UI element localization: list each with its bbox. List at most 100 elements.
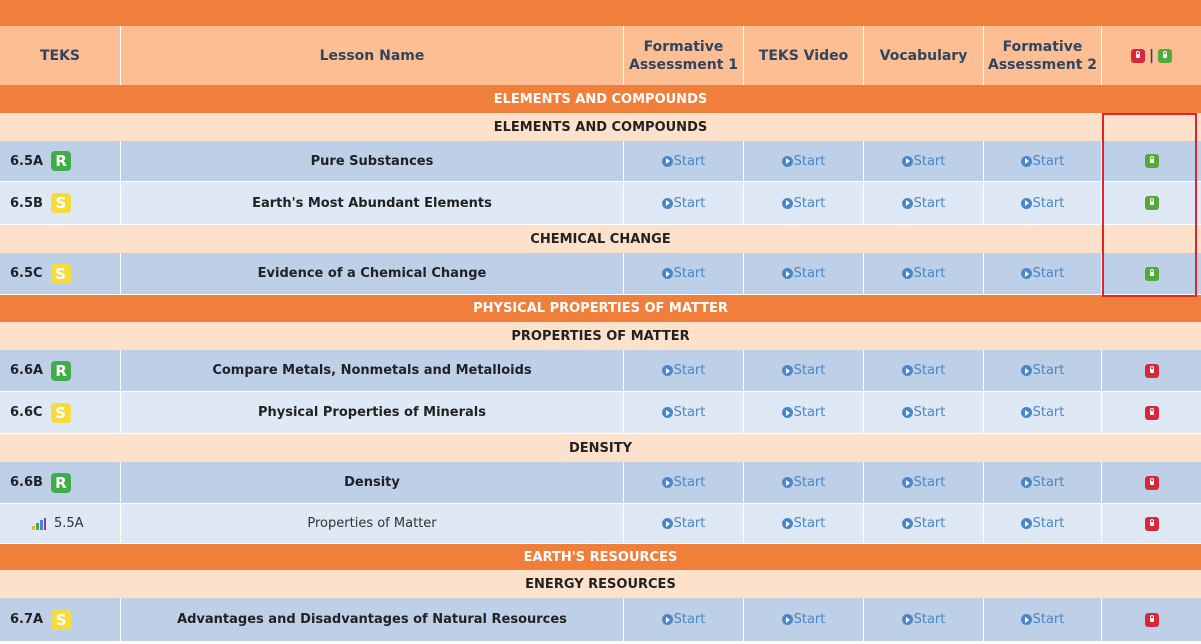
teks-video-start-link[interactable]: Start (781, 475, 825, 490)
play-icon (661, 365, 673, 376)
play-icon (901, 614, 913, 625)
lock-icon[interactable] (1144, 363, 1159, 378)
play-icon (1020, 614, 1032, 625)
lock-icon[interactable] (1144, 475, 1159, 490)
readiness-badge: R (51, 151, 72, 171)
lock-icon[interactable] (1144, 612, 1159, 627)
play-icon (661, 518, 673, 529)
formative-2-start-link[interactable]: Start (1020, 405, 1064, 420)
vocabulary-start-link[interactable]: Start (901, 266, 945, 281)
lesson-row: 6.5A R Pure Substances Start Start Start … (0, 141, 1201, 182)
play-icon (1020, 407, 1032, 418)
teks-video-start-link[interactable]: Start (781, 405, 825, 420)
header-lock-toggle[interactable]: | (1102, 26, 1201, 85)
formative-1-start-link[interactable]: Start (661, 612, 705, 627)
formative-1-start-link[interactable]: Start (661, 154, 705, 169)
lesson-row: 6.6B R Density Start Start Start Start (0, 462, 1201, 504)
formative-2-start-link[interactable]: Start (1020, 266, 1064, 281)
supporting-badge: S (50, 402, 71, 423)
section-row: CHEMICAL CHANGE (0, 225, 1201, 253)
teks-video-start-link[interactable]: Start (781, 154, 825, 169)
formative-1-start-link[interactable]: Start (661, 363, 705, 378)
formative-2-start-link[interactable]: Start (1020, 363, 1064, 378)
vocabulary-start-link[interactable]: Start (901, 405, 945, 420)
section-row: ENERGY RESOURCES (0, 570, 1201, 598)
lesson-row: 6.7A S Advantages and Disadvantages of Na… (0, 598, 1201, 642)
vocabulary-start-link[interactable]: Start (901, 196, 945, 211)
formative-1-start-link[interactable]: Start (661, 196, 705, 211)
teks-video-start-link[interactable]: Start (781, 516, 825, 531)
lesson-row: 6.5B S Earth's Most Abundant Elements Sta… (0, 182, 1201, 225)
play-icon (901, 477, 913, 488)
supporting-badge: S (50, 263, 71, 284)
teks-video-start-link[interactable]: Start (781, 363, 825, 378)
lock-icon[interactable] (1144, 405, 1159, 420)
vertical-alignment-icon (32, 517, 46, 530)
readiness-badge: R (51, 360, 72, 381)
vocabulary-start-link[interactable]: Start (901, 363, 945, 378)
formative-2-start-link[interactable]: Start (1020, 612, 1064, 627)
teks-video-start-link[interactable]: Start (781, 266, 825, 281)
supporting-badge: S (51, 609, 72, 630)
teks-code: 6.5A (10, 153, 44, 169)
play-icon (781, 155, 793, 167)
lesson-row: 6.6A R Compare Metals, Nonmetals and Meta… (0, 350, 1201, 392)
header-vocabulary: Vocabulary (864, 26, 984, 85)
lesson-row: 6.6C S Physical Properties of Minerals St… (0, 392, 1201, 434)
supporting-badge: S (50, 193, 71, 213)
lock-icon[interactable] (1130, 48, 1145, 63)
play-icon (661, 407, 673, 418)
unit-row: EARTH'S RESOURCES (0, 544, 1201, 570)
unlock-icon[interactable] (1158, 48, 1173, 63)
play-icon (781, 518, 793, 529)
unit-row: PHYSICAL PROPERTIES OF MATTER (0, 295, 1201, 322)
formative-2-start-link[interactable]: Start (1020, 475, 1064, 490)
teks-code: 6.5C (10, 266, 43, 281)
vocabulary-start-link[interactable]: Start (901, 154, 945, 169)
unit-row: ELEMENTS AND COMPOUNDS (0, 85, 1201, 113)
lock-icon[interactable] (1144, 516, 1159, 531)
formative-2-start-link[interactable]: Start (1020, 154, 1064, 169)
unlock-icon[interactable] (1144, 266, 1159, 281)
top-bar (0, 0, 1201, 26)
formative-1-start-link[interactable]: Start (661, 405, 705, 420)
play-icon (901, 365, 913, 376)
unlock-icon[interactable] (1144, 154, 1159, 168)
lesson-name: Evidence of a Chemical Change (121, 253, 624, 294)
play-icon (1020, 197, 1032, 209)
teks-video-start-link[interactable]: Start (781, 196, 825, 211)
lesson-name: Pure Substances (121, 141, 624, 181)
header-formative-1: Formative Assessment 1 (624, 26, 744, 85)
teks-code: 6.6B (10, 475, 43, 490)
teks-code: 6.6C (10, 405, 43, 420)
lesson-name: Physical Properties of Minerals (121, 392, 624, 433)
vocabulary-start-link[interactable]: Start (901, 612, 945, 627)
header-formative-2: Formative Assessment 2 (984, 26, 1102, 85)
section-row: DENSITY (0, 434, 1201, 462)
readiness-badge: R (50, 472, 71, 493)
play-icon (661, 477, 673, 488)
formative-1-start-link[interactable]: Start (661, 475, 705, 490)
section-row: ELEMENTS AND COMPOUNDS (0, 113, 1201, 141)
header-lesson-name: Lesson Name (121, 26, 624, 85)
teks-code: 6.5B (10, 195, 43, 211)
play-icon (901, 155, 913, 167)
play-icon (901, 407, 913, 418)
play-icon (1020, 518, 1032, 529)
formative-2-start-link[interactable]: Start (1020, 516, 1064, 531)
vocabulary-start-link[interactable]: Start (901, 475, 945, 490)
play-icon (781, 197, 793, 209)
lesson-name: Compare Metals, Nonmetals and Metalloids (121, 350, 624, 391)
teks-code: 5.5A (54, 516, 84, 531)
formative-1-start-link[interactable]: Start (661, 266, 705, 281)
formative-2-start-link[interactable]: Start (1020, 196, 1064, 211)
play-icon (781, 407, 793, 418)
teks-video-start-link[interactable]: Start (781, 612, 825, 627)
formative-1-start-link[interactable]: Start (661, 516, 705, 531)
header-teks-video: TEKS Video (744, 26, 864, 85)
play-icon (781, 477, 793, 488)
unlock-icon[interactable] (1144, 196, 1159, 210)
lesson-row: 5.5A Properties of Matter Start Start St… (0, 504, 1201, 544)
vocabulary-start-link[interactable]: Start (901, 516, 945, 531)
play-icon (661, 197, 673, 209)
